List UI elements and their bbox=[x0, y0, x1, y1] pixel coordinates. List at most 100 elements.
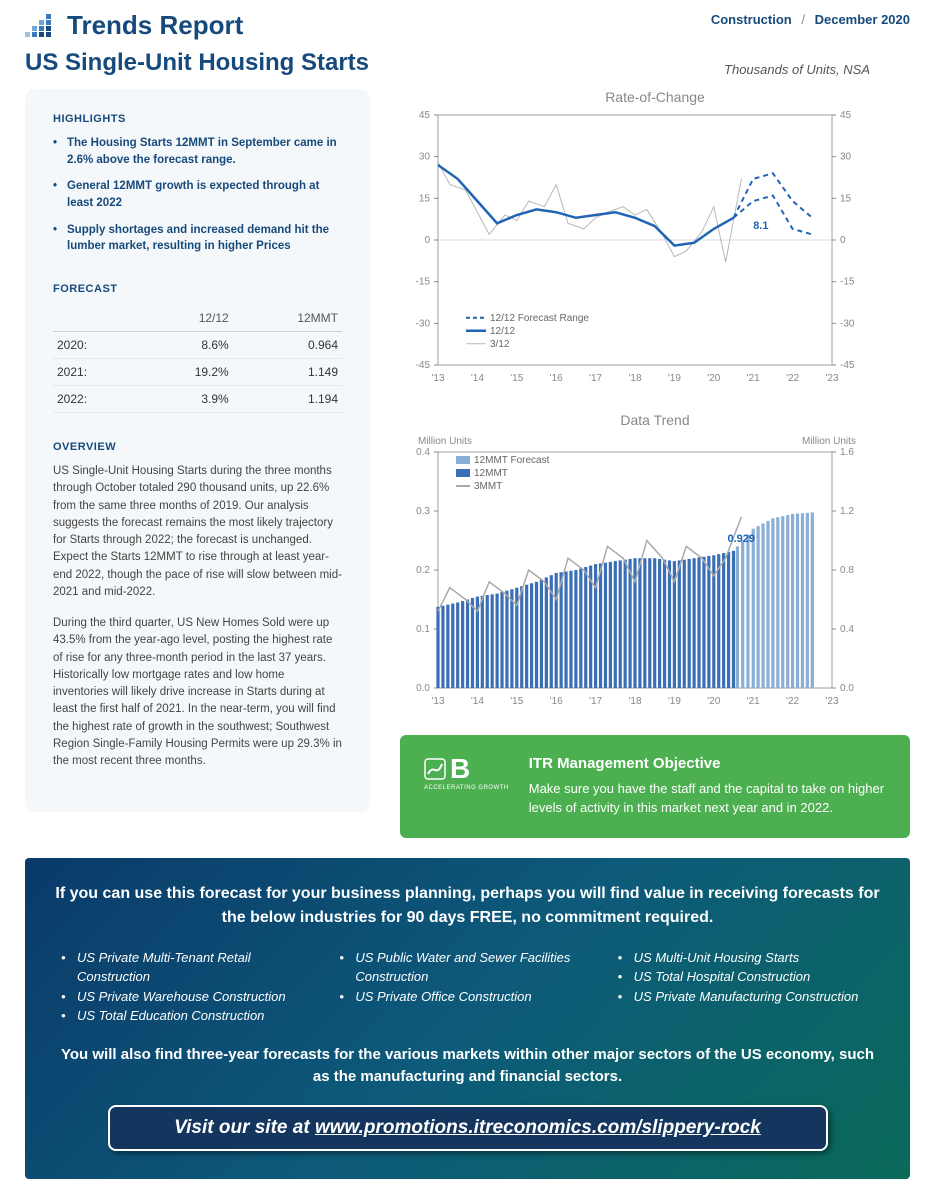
svg-text:12MMT: 12MMT bbox=[474, 468, 508, 479]
sub-header: US Single-Unit Housing Starts Thousands … bbox=[25, 49, 910, 77]
data-trend-chart: Data Trend Million Units Million Units 0.0… bbox=[400, 412, 910, 717]
promo-item: US Total Hospital Construction bbox=[612, 967, 880, 987]
svg-text:'17: '17 bbox=[589, 696, 602, 707]
highlight-item: Supply shortages and increased demand hi… bbox=[53, 222, 342, 255]
overview-label: OVERVIEW bbox=[53, 441, 342, 453]
objective-letter: B bbox=[450, 755, 470, 783]
cta-prefix: Visit our site at bbox=[174, 1117, 315, 1138]
svg-text:0: 0 bbox=[840, 235, 846, 246]
svg-text:'19: '19 bbox=[668, 696, 681, 707]
svg-text:15: 15 bbox=[419, 193, 431, 204]
svg-text:'22: '22 bbox=[786, 373, 799, 384]
forecast-cell: 1.149 bbox=[233, 359, 342, 386]
promo-col: US Multi-Unit Housing StartsUS Total Hos… bbox=[612, 948, 880, 1026]
promo-col: US Public Water and Sewer Facilities Con… bbox=[333, 948, 601, 1026]
logo-icon bbox=[25, 12, 55, 40]
forecast-cell: 19.2% bbox=[138, 359, 232, 386]
svg-text:'18: '18 bbox=[628, 373, 641, 384]
svg-text:'15: '15 bbox=[510, 373, 523, 384]
svg-text:12/12 Forecast Range: 12/12 Forecast Range bbox=[490, 313, 589, 324]
promo-cta-button[interactable]: Visit our site at www.promotions.itrecon… bbox=[108, 1105, 828, 1151]
svg-text:'13: '13 bbox=[431, 373, 444, 384]
svg-text:'14: '14 bbox=[471, 373, 484, 384]
svg-text:Million Units: Million Units bbox=[418, 436, 472, 447]
forecast-row: 2021:19.2%1.149 bbox=[53, 359, 342, 386]
highlight-item: General 12MMT growth is expected through… bbox=[53, 178, 342, 211]
svg-text:0.3: 0.3 bbox=[416, 506, 430, 517]
highlight-item: The Housing Starts 12MMT in September ca… bbox=[53, 135, 342, 168]
objective-icon: B ACCELERATING GROWTH bbox=[424, 755, 509, 791]
svg-text:45: 45 bbox=[419, 110, 431, 121]
svg-text:Million Units: Million Units bbox=[802, 436, 856, 447]
svg-text:'23: '23 bbox=[825, 373, 838, 384]
promo-item: US Private Manufacturing Construction bbox=[612, 987, 880, 1007]
svg-text:0.0: 0.0 bbox=[840, 683, 854, 694]
breadcrumb-category: Construction bbox=[711, 12, 792, 27]
overview-para: During the third quarter, US New Homes S… bbox=[53, 615, 342, 770]
svg-text:'18: '18 bbox=[628, 696, 641, 707]
forecast-cell: 1.194 bbox=[233, 386, 342, 413]
svg-text:'16: '16 bbox=[550, 696, 563, 707]
svg-text:0: 0 bbox=[424, 235, 430, 246]
svg-text:0.4: 0.4 bbox=[416, 447, 430, 458]
svg-text:12/12: 12/12 bbox=[490, 326, 515, 337]
forecast-cell: 2021: bbox=[53, 359, 138, 386]
promo-item: US Public Water and Sewer Facilities Con… bbox=[333, 948, 601, 987]
svg-text:-45: -45 bbox=[416, 360, 431, 371]
promo-item: US Private Warehouse Construction bbox=[55, 987, 323, 1007]
cta-url: www.promotions.itreconomics.com/slippery… bbox=[315, 1117, 761, 1138]
forecast-cell: 0.964 bbox=[233, 332, 342, 359]
svg-text:-30: -30 bbox=[416, 318, 431, 329]
svg-text:'19: '19 bbox=[668, 373, 681, 384]
promo-subline: You will also find three-year forecasts … bbox=[55, 1044, 880, 1089]
forecast-row: 2022:3.9%1.194 bbox=[53, 386, 342, 413]
promo-banner: If you can use this forecast for your bu… bbox=[25, 858, 910, 1179]
promo-headline: If you can use this forecast for your bu… bbox=[55, 882, 880, 930]
svg-text:'15: '15 bbox=[510, 696, 523, 707]
svg-text:0.4: 0.4 bbox=[840, 624, 854, 635]
svg-text:1.6: 1.6 bbox=[840, 447, 854, 458]
svg-text:3MMT: 3MMT bbox=[474, 481, 502, 492]
svg-text:30: 30 bbox=[419, 152, 431, 163]
svg-text:-30: -30 bbox=[840, 318, 855, 329]
svg-text:'17: '17 bbox=[589, 373, 602, 384]
forecast-table: 12/1212MMT 2020:8.6%0.9642021:19.2%1.149… bbox=[53, 305, 342, 413]
promo-item: US Private Office Construction bbox=[333, 987, 601, 1007]
logo-title: Trends Report bbox=[25, 10, 243, 41]
svg-text:0.2: 0.2 bbox=[416, 565, 430, 576]
units-label: Thousands of Units, NSA bbox=[724, 62, 870, 77]
svg-text:'21: '21 bbox=[747, 696, 760, 707]
svg-text:'23: '23 bbox=[825, 696, 838, 707]
svg-text:0.1: 0.1 bbox=[416, 624, 430, 635]
svg-text:'20: '20 bbox=[707, 373, 720, 384]
svg-text:'16: '16 bbox=[550, 373, 563, 384]
objective-body: Make sure you have the staff and the cap… bbox=[529, 780, 886, 818]
svg-text:0.8: 0.8 bbox=[840, 565, 854, 576]
objective-title: ITR Management Objective bbox=[529, 755, 886, 772]
highlights-box: HIGHLIGHTS The Housing Starts 12MMT in S… bbox=[25, 89, 370, 812]
forecast-col-header: 12/12 bbox=[138, 305, 232, 332]
svg-text:12MMT Forecast: 12MMT Forecast bbox=[474, 455, 550, 466]
svg-text:'21: '21 bbox=[747, 373, 760, 384]
forecast-cell: 2020: bbox=[53, 332, 138, 359]
svg-text:-15: -15 bbox=[416, 277, 431, 288]
promo-col: US Private Multi-Tenant Retail Construct… bbox=[55, 948, 323, 1026]
svg-text:0.929: 0.929 bbox=[728, 533, 756, 545]
objective-box: B ACCELERATING GROWTH ITR Management Obj… bbox=[400, 735, 910, 838]
trend-chart-title: Data Trend bbox=[400, 412, 910, 428]
svg-text:-45: -45 bbox=[840, 360, 855, 371]
svg-text:3/12: 3/12 bbox=[490, 339, 510, 350]
promo-item: US Private Multi-Tenant Retail Construct… bbox=[55, 948, 323, 987]
overview-para: US Single-Unit Housing Starts during the… bbox=[53, 463, 342, 601]
forecast-cell: 8.6% bbox=[138, 332, 232, 359]
objective-icon-sub: ACCELERATING GROWTH bbox=[424, 785, 509, 791]
promo-item: US Multi-Unit Housing Starts bbox=[612, 948, 880, 968]
header: Trends Report Construction / December 20… bbox=[25, 10, 910, 41]
svg-text:'14: '14 bbox=[471, 696, 484, 707]
forecast-label: FORECAST bbox=[53, 283, 342, 295]
svg-text:'20: '20 bbox=[707, 696, 720, 707]
svg-text:'22: '22 bbox=[786, 696, 799, 707]
forecast-cell: 2022: bbox=[53, 386, 138, 413]
rate-of-change-chart: Rate-of-Change -45-45-30-30-15-150015153… bbox=[400, 89, 910, 394]
overview-text: US Single-Unit Housing Starts during the… bbox=[53, 463, 342, 770]
